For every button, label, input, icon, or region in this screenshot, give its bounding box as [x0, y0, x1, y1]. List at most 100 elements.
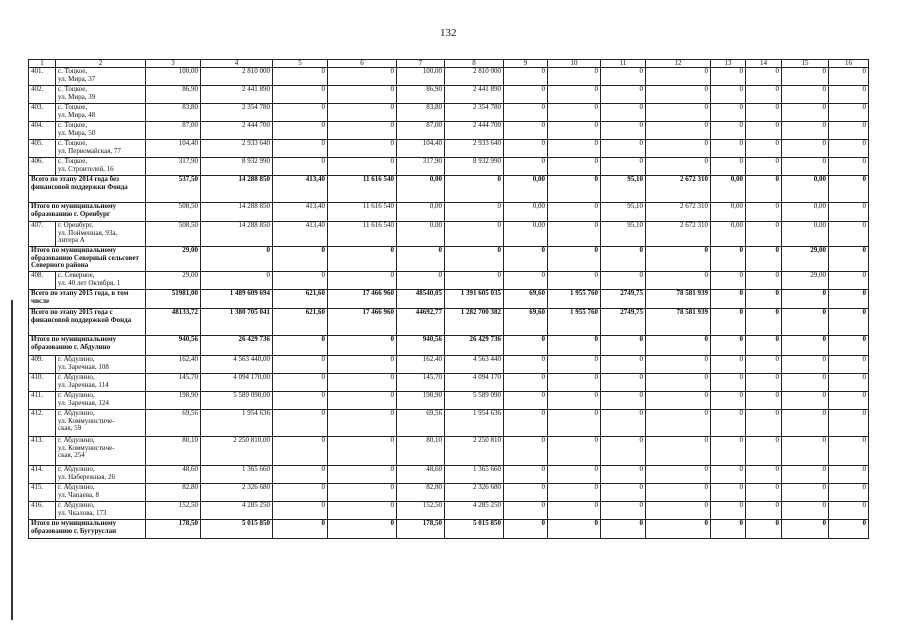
value-cell: 11 616 540	[327, 175, 397, 203]
value-cell: 413,40	[272, 175, 328, 203]
value-cell: 0	[645, 483, 711, 502]
value-cell: 95,10	[600, 175, 646, 203]
column-header: 3	[145, 59, 201, 68]
value-cell: 0	[828, 373, 869, 392]
value-cell: 1 391 605 035	[444, 289, 504, 309]
value-cell: 0	[828, 121, 869, 140]
value-cell: 0	[781, 355, 829, 374]
table-row: 411. г. Абдулино, ул. Заречная, 124 198,90…	[28, 391, 869, 410]
value-cell: 0	[327, 246, 397, 272]
value-cell: 5 589 090	[444, 391, 504, 410]
value-cell: 0	[600, 465, 646, 484]
value-cell: 0	[710, 519, 746, 539]
value-cell: 0,00	[781, 202, 829, 222]
column-header: 15	[781, 59, 829, 68]
value-cell: 0	[600, 121, 646, 140]
value-cell: 0	[503, 501, 548, 520]
column-header: 2	[55, 59, 146, 68]
value-cell: 17 466 960	[327, 308, 397, 336]
table-row: 403. с. Тоцкое, ул. Мира, 48 83,80 2 354 78…	[28, 103, 869, 122]
value-cell: 0	[828, 355, 869, 374]
table-row: 407. г. Оренбург, ул. Пойменная, 93а, лит…	[28, 221, 869, 247]
value-cell: 0	[645, 519, 711, 539]
value-cell: 0	[547, 175, 601, 203]
value-cell: 0	[781, 519, 829, 539]
value-cell: 0	[547, 221, 601, 247]
value-cell: 508,50	[145, 202, 201, 222]
value-cell: 0	[327, 67, 397, 86]
value-cell: 0	[828, 157, 869, 176]
value-cell: 0	[547, 335, 601, 356]
value-cell: 2 441 890	[200, 85, 273, 104]
value-cell: 0	[828, 335, 869, 356]
object-name: Всего по этапу 2015 года с финансовой по…	[28, 308, 146, 336]
value-cell: 0	[547, 246, 601, 272]
value-cell: 2 810 000	[444, 67, 504, 86]
value-cell: 0	[600, 501, 646, 520]
value-cell: 0	[781, 391, 829, 410]
table-row: 416. г. Абдулино, ул. Чкалова, 173 152,50 4…	[28, 501, 869, 520]
value-cell: 0,00	[710, 221, 746, 247]
row-number: 414.	[28, 465, 56, 484]
value-cell: 17 466 960	[327, 289, 397, 309]
value-cell: 0	[745, 355, 782, 374]
value-cell: 104,40	[396, 139, 445, 158]
total-row: Итого по муниципальному образованию г. А…	[28, 335, 869, 356]
value-cell: 0	[710, 436, 746, 466]
value-cell: 0	[503, 121, 548, 140]
value-cell: 2 933 640	[200, 139, 273, 158]
value-cell: 80,10	[396, 436, 445, 466]
value-cell: 95,10	[600, 202, 646, 222]
value-cell: 5 015 850	[200, 519, 273, 539]
value-cell: 0	[745, 139, 782, 158]
value-cell: 4 285 250	[200, 501, 273, 520]
value-cell: 0	[745, 335, 782, 356]
value-cell: 0	[645, 103, 711, 122]
table-row: 415. г. Абдулино, ул. Чапаева, 8 82,80 2 32…	[28, 483, 869, 502]
value-cell: 0	[645, 121, 711, 140]
value-cell: 0	[828, 202, 869, 222]
value-cell: 0	[828, 483, 869, 502]
value-cell: 2 354 780	[200, 103, 273, 122]
value-cell: 0	[745, 271, 782, 290]
value-cell: 48540,05	[396, 289, 445, 309]
value-cell: 0	[645, 271, 711, 290]
value-cell: 0	[503, 67, 548, 86]
value-cell: 48,60	[396, 465, 445, 484]
value-cell: 0	[828, 501, 869, 520]
value-cell: 5 589 090,00	[200, 391, 273, 410]
value-cell: 162,40	[396, 355, 445, 374]
value-cell: 0	[781, 103, 829, 122]
value-cell: 621,60	[272, 289, 328, 309]
value-cell: 0	[781, 409, 829, 437]
value-cell: 198,90	[396, 391, 445, 410]
value-cell: 0	[710, 67, 746, 86]
value-cell: 0	[828, 308, 869, 336]
value-cell: 0	[600, 157, 646, 176]
data-table: 1 2 3 4 5 6 7 8 9 10 11 12 13 14 15 16 401. с. Тоцкое, у…	[28, 59, 869, 539]
object-name: г. Абдулино, ул. Чапаева, 8	[55, 483, 146, 502]
value-cell: 0	[327, 121, 397, 140]
value-cell: 0	[828, 271, 869, 290]
value-cell: 317,90	[396, 157, 445, 176]
value-cell: 26 429 736	[200, 335, 273, 356]
row-number: 401.	[28, 67, 56, 86]
value-cell: 0	[710, 335, 746, 356]
row-number: 403.	[28, 103, 56, 122]
value-cell: 0,00	[503, 202, 548, 222]
value-cell: 0	[272, 67, 328, 86]
value-cell: 0	[781, 483, 829, 502]
value-cell: 0	[710, 139, 746, 158]
value-cell: 14 288 850	[200, 202, 273, 222]
value-cell: 0	[745, 246, 782, 272]
value-cell: 0	[645, 157, 711, 176]
total-row: Итого по муниципальному образованию Севе…	[28, 246, 869, 272]
value-cell: 508,50	[145, 221, 201, 247]
value-cell: 0	[272, 246, 328, 272]
value-cell: 0	[710, 409, 746, 437]
value-cell: 0	[710, 483, 746, 502]
value-cell: 0	[828, 103, 869, 122]
value-cell: 1 954 636	[200, 409, 273, 437]
value-cell: 0	[745, 67, 782, 86]
value-cell: 2 326 680	[444, 483, 504, 502]
